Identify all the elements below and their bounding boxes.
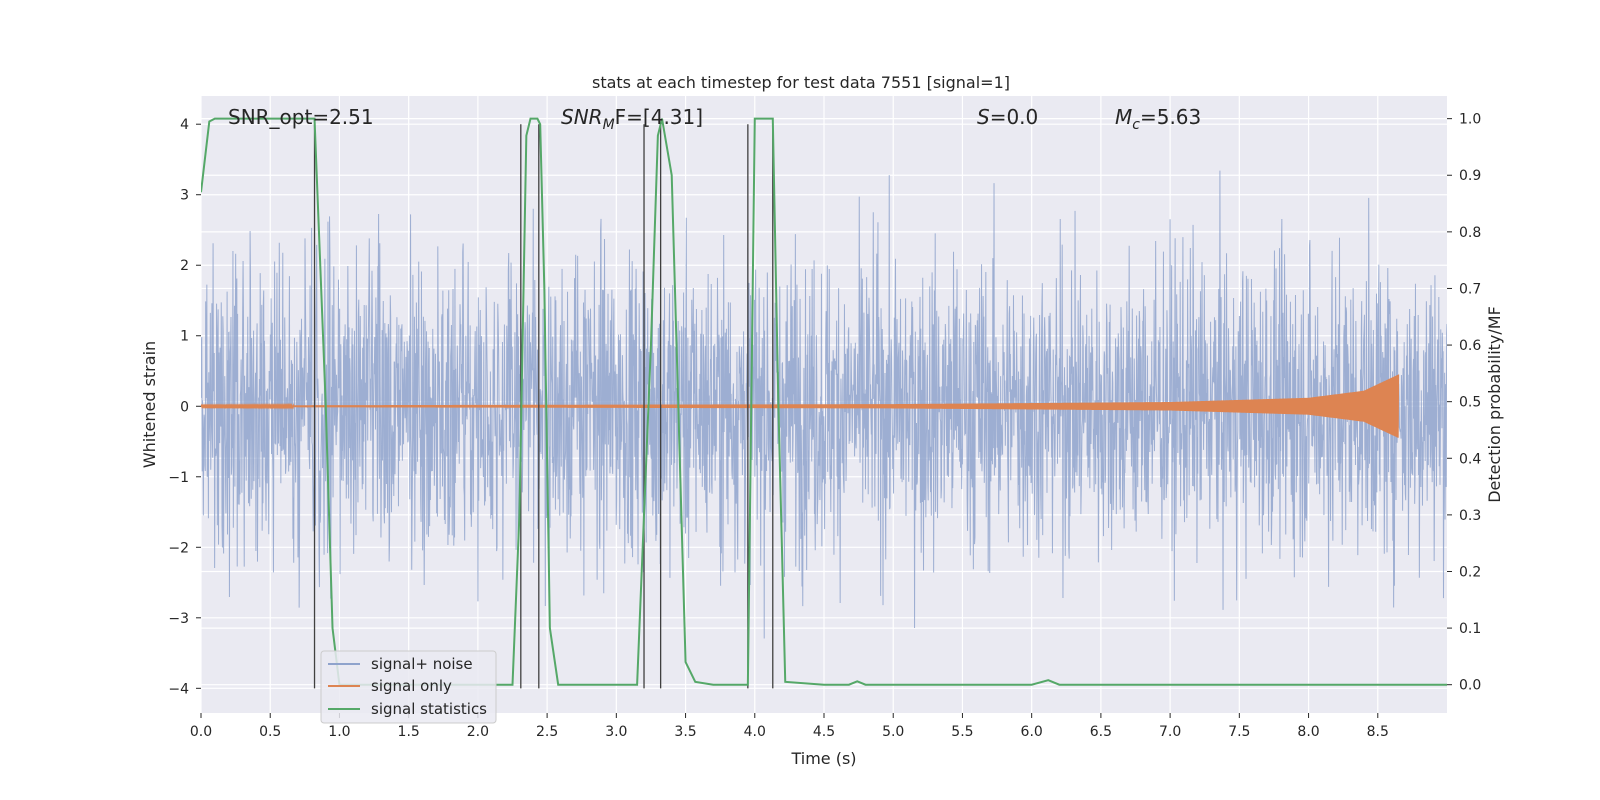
annotation-mc-rest: =5.63	[1140, 105, 1201, 129]
y-left-tick-label-6: 2	[180, 258, 189, 274]
x-tick-label-4: 2.0	[467, 724, 489, 740]
x-tick-label-6: 3.0	[605, 724, 627, 740]
y-left-tick-label-3: −1	[168, 470, 189, 486]
y-right-tick-label-1: 0.1	[1459, 621, 1481, 637]
annotation-snr-mf-rest: F=[4.31]	[615, 105, 703, 129]
x-tick-label-9: 4.5	[813, 724, 835, 740]
y-right-tick-label-0: 0.0	[1459, 678, 1481, 694]
y-left-tick-label-8: 4	[180, 117, 189, 133]
annotation-snr-mf-main: SNR	[561, 105, 603, 129]
y-right-tick-label-2: 0.2	[1459, 564, 1481, 580]
y-left-tick-label-0: −4	[168, 681, 189, 697]
series-signal-only	[201, 374, 1400, 438]
x-tick-label-17: 8.5	[1367, 724, 1389, 740]
x-tick-label-0: 0.0	[190, 724, 212, 740]
chart-title: stats at each timestep for test data 755…	[592, 73, 1010, 92]
y-right-tick-label-8: 0.8	[1459, 225, 1481, 241]
annotation-snr-mf-sub: M	[603, 117, 615, 133]
x-tick-label-11: 5.5	[951, 724, 973, 740]
legend: signal+ noise signal only signal statist…	[320, 650, 497, 724]
y-right-tick-label-5: 0.5	[1459, 395, 1481, 411]
x-tick-label-3: 1.5	[398, 724, 420, 740]
x-tick-label-7: 3.5	[674, 724, 696, 740]
y-right-tick-label-10: 1.0	[1459, 112, 1481, 128]
y-axis-label-left: Whitened strain	[140, 341, 159, 468]
x-tick-label-10: 5.0	[882, 724, 904, 740]
annotation-snr-mf: SNRMF=[4.31]	[561, 105, 703, 133]
y-left-tick-label-5: 1	[180, 329, 189, 345]
y-left-tick-label-7: 3	[180, 188, 189, 204]
y-right-tick-label-4: 0.4	[1459, 451, 1481, 467]
x-tick-label-2: 1.0	[328, 724, 350, 740]
annotation-s-rest: =0.0	[990, 105, 1039, 129]
y-left-tick-label-1: −3	[168, 611, 189, 627]
legend-label-signal-noise: signal+ noise	[371, 655, 473, 673]
y-left-tick-label-4: 0	[180, 399, 189, 415]
annotations: SNR_opt=2.51 SNRMF=[4.31] S=0.0 Mc=5.63	[228, 105, 1201, 133]
x-tick-label-12: 6.0	[1021, 724, 1043, 740]
y-axis-label-right: Detection probability/MF	[1485, 306, 1504, 503]
y-right-tick-label-7: 0.7	[1459, 281, 1481, 297]
annotation-s: S=0.0	[977, 105, 1038, 129]
annotation-mc-sub: c	[1132, 117, 1140, 133]
annotation-snr-opt: SNR_opt=2.51	[228, 105, 374, 129]
y-left-tick-label-2: −2	[168, 540, 189, 556]
x-tick-label-15: 7.5	[1228, 724, 1250, 740]
x-axis-label: Time (s)	[790, 749, 856, 768]
legend-box	[320, 650, 497, 724]
x-tick-label-13: 6.5	[1090, 724, 1112, 740]
x-tick-label-14: 7.0	[1159, 724, 1181, 740]
y-right-tick-label-9: 0.9	[1459, 168, 1481, 184]
x-tick-label-5: 2.5	[536, 724, 558, 740]
x-tick-label-16: 8.0	[1297, 724, 1319, 740]
legend-label-signal-statistics: signal statistics	[371, 700, 487, 718]
legend-label-signal-only: signal only	[371, 677, 452, 695]
annotation-mc: Mc=5.63	[1115, 105, 1201, 133]
annotation-mc-main: M	[1115, 105, 1132, 129]
series-signal-statistics	[201, 117, 1447, 686]
x-tick-label-1: 0.5	[259, 724, 281, 740]
series-signal-noise	[201, 170, 1447, 639]
annotation-s-main: S	[977, 105, 990, 129]
x-tick-label-8: 4.0	[744, 724, 766, 740]
y-right-tick-label-3: 0.3	[1459, 508, 1481, 524]
axes: 0.0 0.5 1.0 1.5 2.0 2.5 3.0 3.5 4.0 4.5 5.0 5.5 6.0 6…	[140, 112, 1504, 768]
y-right-tick-label-6: 0.6	[1459, 338, 1481, 354]
